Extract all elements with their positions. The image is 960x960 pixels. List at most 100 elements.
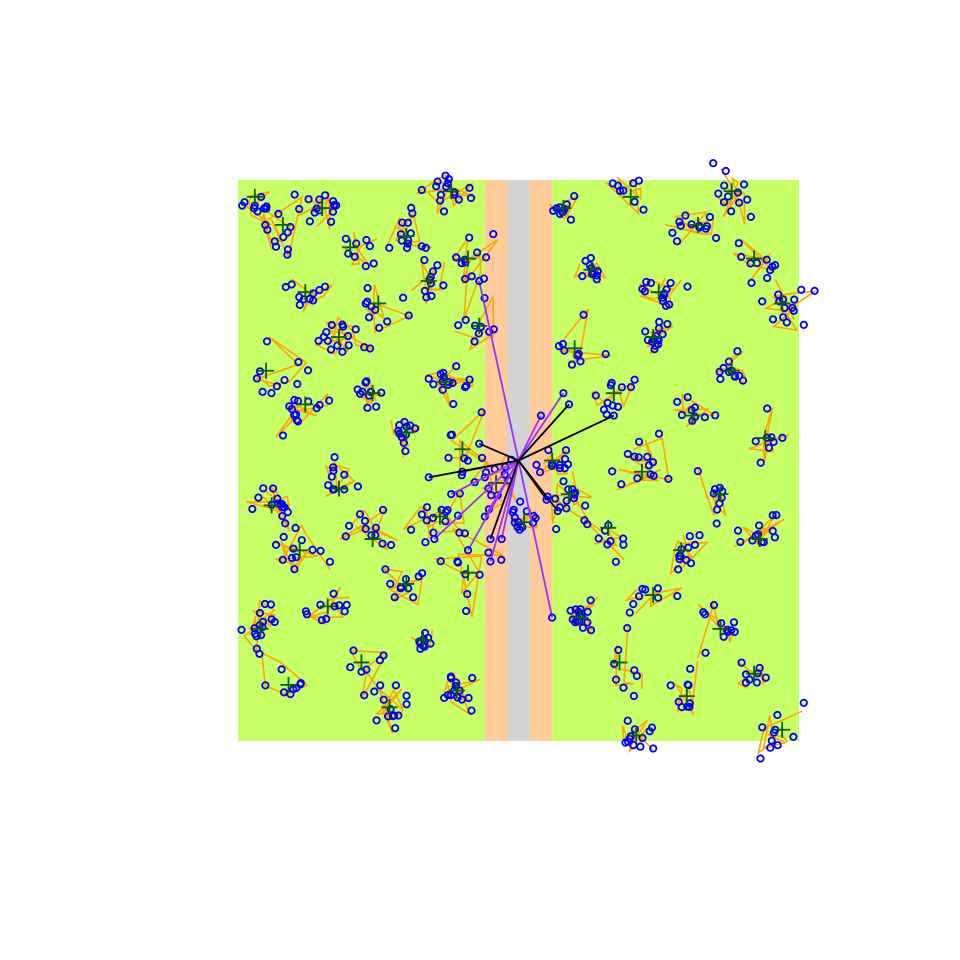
observation-point <box>326 217 336 226</box>
observation-point <box>722 625 732 635</box>
movement-path <box>284 278 333 313</box>
cluster-center-marker <box>448 682 465 699</box>
cluster-center-marker <box>398 424 415 441</box>
observation-point <box>287 553 297 563</box>
observation-point <box>333 341 342 350</box>
observation-point <box>754 521 764 530</box>
observation-point <box>617 480 626 489</box>
movement-path <box>432 526 504 618</box>
observation-point <box>248 504 257 514</box>
observation-point <box>535 468 545 477</box>
hub-link <box>478 280 520 461</box>
observation-point <box>603 398 612 407</box>
observation-point <box>467 706 476 715</box>
observation-point <box>465 183 474 192</box>
hub-link-endpoint <box>497 534 506 544</box>
observation-point <box>666 681 675 690</box>
observation-point <box>500 470 509 479</box>
observation-point <box>719 363 728 373</box>
observation-point <box>632 671 642 681</box>
cluster-center-marker <box>330 329 347 346</box>
hub-link <box>450 459 519 495</box>
cluster-center-marker <box>398 228 415 245</box>
observation-point <box>252 374 261 383</box>
observation-point <box>463 456 472 465</box>
observation-point <box>675 217 684 226</box>
observation-point <box>578 271 587 281</box>
cluster-center-marker <box>381 699 398 716</box>
observation-point <box>258 622 267 632</box>
observation-point <box>654 429 664 438</box>
cluster-center-marker <box>650 284 667 301</box>
observation-point <box>551 494 560 503</box>
cluster-center-marker <box>628 727 645 744</box>
observation-point <box>295 292 304 302</box>
observation-point <box>734 198 744 207</box>
observation-point <box>712 519 721 528</box>
observation-point <box>709 600 719 610</box>
observation-point <box>472 248 482 257</box>
observation-point <box>361 299 370 308</box>
hub-link-endpoint <box>480 473 489 482</box>
cluster-center-marker <box>774 721 791 738</box>
observation-point <box>716 374 725 384</box>
observation-point <box>768 262 777 271</box>
hub-link-endpoint <box>564 400 574 409</box>
movement-path <box>410 261 446 305</box>
cluster-center-marker <box>605 385 622 402</box>
observation-point <box>363 403 372 412</box>
observation-point <box>283 245 293 254</box>
hub-link <box>518 414 615 462</box>
observation-point <box>404 584 413 593</box>
observation-point <box>457 695 466 704</box>
observation-point <box>660 289 669 298</box>
observation-point <box>701 648 710 657</box>
observation-point <box>350 252 359 261</box>
observation-point <box>727 207 736 216</box>
observation-point <box>592 271 601 280</box>
observation-point <box>566 215 576 224</box>
observation-point <box>768 511 777 520</box>
observation-point <box>613 181 623 190</box>
observation-point <box>758 723 767 732</box>
observation-point <box>613 402 623 411</box>
observation-point <box>289 544 298 553</box>
observation-point <box>562 496 571 505</box>
hub-link-endpoint <box>430 534 439 544</box>
observation-point <box>571 605 580 614</box>
observation-point <box>579 310 588 319</box>
observation-point <box>453 558 463 567</box>
observation-point <box>314 336 323 345</box>
observation-point <box>310 208 319 217</box>
observation-point <box>446 690 456 700</box>
hub-link-endpoint <box>609 411 618 420</box>
observation-point <box>289 685 298 694</box>
observation-point <box>737 658 746 667</box>
observation-point <box>683 282 692 291</box>
observation-point <box>280 375 289 385</box>
observation-point <box>549 206 558 215</box>
observation-point <box>270 237 279 246</box>
observation-point <box>634 592 644 601</box>
observation-point <box>733 188 743 197</box>
observation-point <box>297 536 306 545</box>
observation-point <box>279 532 288 542</box>
observation-point <box>386 704 395 714</box>
observation-point <box>599 405 609 414</box>
movement-path <box>402 489 465 539</box>
observation-point <box>375 323 384 332</box>
hub-link <box>478 442 519 462</box>
observation-point <box>739 180 749 189</box>
observation-point <box>729 618 739 627</box>
observation-point <box>634 437 644 446</box>
observation-point <box>379 651 388 660</box>
hub-link-endpoint <box>542 495 551 504</box>
observation-point <box>594 534 603 543</box>
observation-point <box>531 513 540 523</box>
observation-point <box>611 557 621 566</box>
observation-point <box>365 344 375 353</box>
movement-path <box>550 471 593 524</box>
observation-point <box>646 278 656 288</box>
cluster-center-marker <box>319 598 336 615</box>
